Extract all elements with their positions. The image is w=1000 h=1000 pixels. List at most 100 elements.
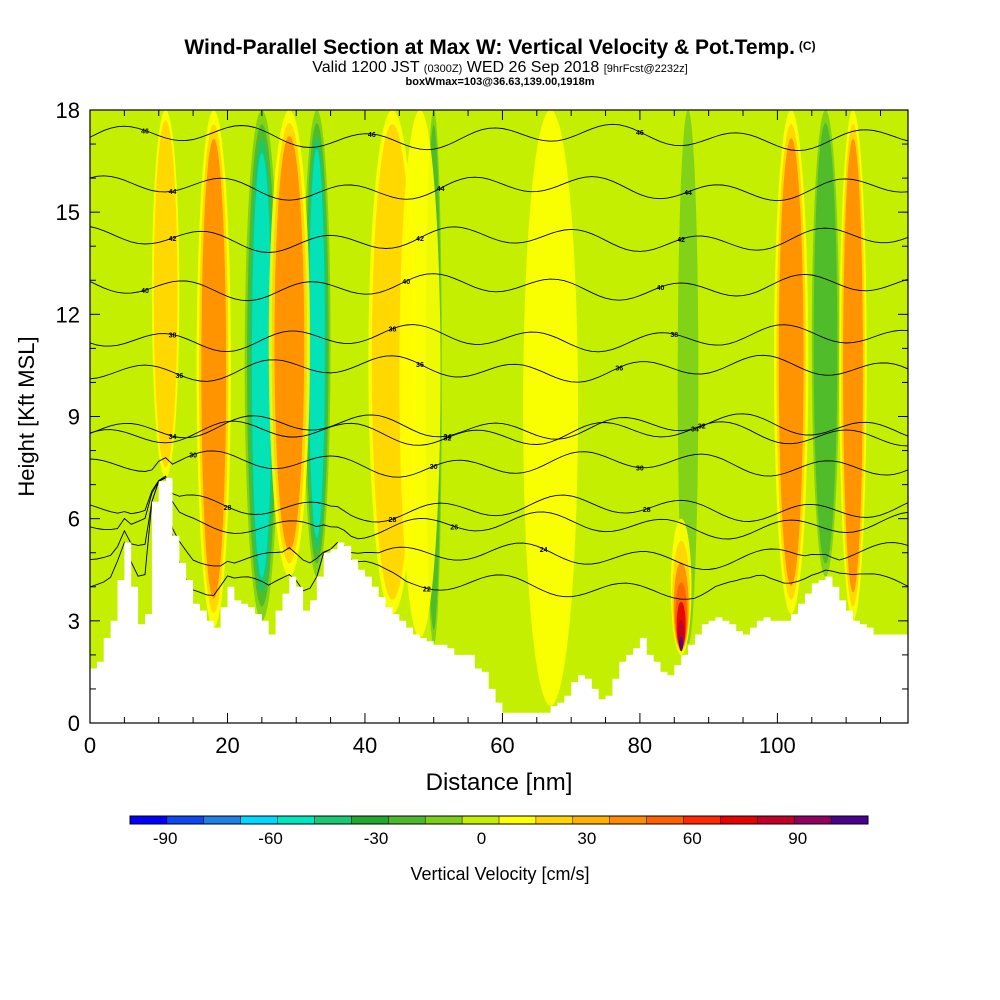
theta-label: 22 bbox=[423, 587, 431, 594]
theta-label: 34 bbox=[169, 434, 177, 441]
downdraft-core bbox=[677, 110, 699, 645]
theta-contour bbox=[90, 477, 908, 570]
updraft-core bbox=[523, 110, 579, 706]
theta-label: 38 bbox=[169, 332, 177, 339]
colorbar-swatch bbox=[499, 816, 537, 824]
updraft-core bbox=[843, 138, 863, 593]
colorbar-swatch bbox=[683, 816, 721, 824]
theta-label: 30 bbox=[189, 453, 197, 460]
theta-label: 44 bbox=[684, 190, 692, 197]
y-tick-label: 3 bbox=[68, 609, 80, 634]
colorbar-swatch bbox=[572, 816, 611, 824]
theta-label: 36 bbox=[416, 362, 424, 369]
theta-label: 38 bbox=[670, 332, 678, 339]
colorbar-swatch bbox=[794, 816, 832, 824]
updraft-core bbox=[201, 138, 227, 599]
colorbar-tick-label: 30 bbox=[577, 829, 596, 848]
colorbar-swatch bbox=[757, 816, 795, 824]
theta-contour bbox=[90, 324, 908, 353]
colorbar: -90 -60 -30 0 30 60 90 Vertical Velocity [cm/s] bbox=[129, 815, 869, 884]
theta-contour bbox=[90, 354, 908, 383]
colorbar-tick-label: -60 bbox=[258, 829, 283, 848]
downdraft-core bbox=[308, 149, 325, 538]
chart-subtitle: Valid 1200 JST (0300Z) WED 26 Sep 2018 [… bbox=[312, 59, 688, 76]
theta-contour bbox=[90, 420, 908, 447]
theta-label: 28 bbox=[643, 507, 651, 514]
colorbar-swatch bbox=[609, 816, 648, 824]
colorbar-swatch bbox=[240, 816, 279, 824]
theta-label: 30 bbox=[430, 464, 438, 471]
theta-label: 44 bbox=[169, 189, 177, 196]
downdraft-core bbox=[251, 152, 272, 578]
potential-temperature-contours: 46 46 46 44 44 44 42 42 42 40 40 40 38 38 38 36 36 36 34 34… bbox=[90, 123, 908, 600]
updraft-core bbox=[274, 136, 305, 551]
colorbar-swatch bbox=[462, 816, 500, 824]
colorbar-swatch bbox=[277, 816, 315, 824]
theta-label: 24 bbox=[540, 547, 548, 554]
y-tick-label: 9 bbox=[68, 405, 80, 430]
theta-contour bbox=[90, 413, 908, 440]
theta-contour bbox=[90, 477, 908, 600]
terrain bbox=[90, 477, 915, 723]
updraft-core bbox=[153, 120, 178, 468]
colorbar-swatch bbox=[720, 816, 758, 824]
theta-label: 26 bbox=[450, 524, 458, 531]
colorbar-label: Vertical Velocity [cm/s] bbox=[410, 864, 589, 884]
theta-label: 32 bbox=[444, 436, 452, 443]
colorbar-swatch bbox=[314, 816, 352, 824]
theta-label: 32 bbox=[698, 423, 706, 430]
x-tick-label: 60 bbox=[490, 733, 514, 758]
x-tick-label: 40 bbox=[353, 733, 377, 758]
theta-label: 42 bbox=[677, 237, 685, 244]
theta-contour bbox=[90, 450, 908, 478]
colorbar-swatch bbox=[646, 816, 684, 824]
theta-label: 34 bbox=[691, 426, 699, 433]
theta-label: 28 bbox=[389, 517, 397, 524]
theta-contour bbox=[90, 175, 908, 202]
x-tick-label: 80 bbox=[628, 733, 652, 758]
theta-label: 40 bbox=[402, 279, 410, 286]
theta-label: 36 bbox=[615, 365, 623, 372]
colorbar-tick-label: -90 bbox=[153, 829, 178, 848]
y-tick-label: 0 bbox=[68, 711, 80, 736]
colorbar-swatch bbox=[130, 816, 168, 824]
colorbar-tick-label: -30 bbox=[364, 829, 389, 848]
theta-label: 42 bbox=[169, 236, 177, 243]
downdraft-core bbox=[813, 123, 838, 564]
colorbar-swatch bbox=[535, 816, 574, 824]
colorbar-swatch bbox=[166, 816, 205, 824]
chart-box-info: boxWmax=103@36.63,139.00,1918m bbox=[405, 76, 595, 88]
theta-label: 28 bbox=[224, 505, 232, 512]
theta-contour bbox=[90, 477, 908, 540]
colorbar-swatch bbox=[388, 816, 426, 824]
updraft-core bbox=[679, 636, 684, 652]
theta-contour bbox=[90, 475, 908, 523]
colorbar-swatch bbox=[203, 816, 242, 824]
theta-label: 40 bbox=[657, 285, 665, 292]
x-tick-label: 0 bbox=[84, 733, 96, 758]
x-tick-label: 100 bbox=[759, 733, 796, 758]
x-tick-label: 20 bbox=[215, 733, 239, 758]
colorbar-swatch bbox=[351, 816, 389, 824]
theta-label: 44 bbox=[437, 186, 445, 193]
theta-label: 46 bbox=[141, 128, 149, 135]
y-tick-label: 15 bbox=[56, 200, 80, 225]
theta-label: 30 bbox=[636, 466, 644, 473]
updraft-core bbox=[399, 110, 441, 638]
theta-contour bbox=[90, 226, 908, 253]
theta-label: 46 bbox=[636, 130, 644, 137]
theta-contour bbox=[90, 273, 908, 302]
x-axis-label: Distance [nm] bbox=[426, 769, 573, 796]
y-tick-label: 18 bbox=[56, 98, 80, 123]
theta-label: 46 bbox=[368, 132, 376, 139]
title-copyright-mark: (C) bbox=[798, 39, 816, 53]
theta-label: 38 bbox=[389, 327, 397, 334]
y-tick-label: 6 bbox=[68, 507, 80, 532]
terrain-profile bbox=[90, 477, 915, 723]
theta-label: 36 bbox=[175, 373, 183, 380]
y-axis-label: Height [Kft MSL] bbox=[14, 336, 39, 496]
colorbar-tick-label: 90 bbox=[788, 829, 807, 848]
y-tick-label: 12 bbox=[56, 302, 80, 327]
theta-label: 40 bbox=[141, 288, 149, 295]
